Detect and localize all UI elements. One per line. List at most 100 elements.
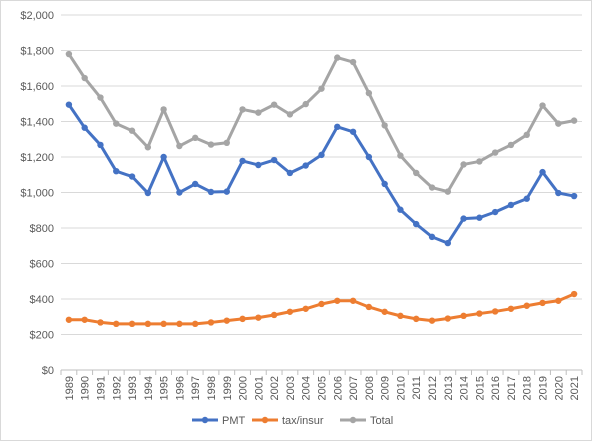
x-tick-label: 1997 xyxy=(190,376,202,400)
data-point xyxy=(476,214,483,221)
data-point xyxy=(570,192,578,200)
y-tick-label: $1,400 xyxy=(20,117,54,129)
x-tick-label: 2010 xyxy=(395,376,407,400)
data-point xyxy=(223,317,230,324)
data-point xyxy=(334,54,341,61)
data-point xyxy=(113,320,120,328)
x-tick-label: 2006 xyxy=(332,376,344,400)
y-tick-label: $1,600 xyxy=(20,81,54,93)
data-point xyxy=(160,106,167,113)
x-tick-label: 2005 xyxy=(317,376,329,400)
x-tick-label: 1999 xyxy=(222,376,234,400)
data-point xyxy=(144,189,152,197)
y-tick-label: $1,800 xyxy=(20,46,54,58)
data-point xyxy=(476,310,483,317)
data-point xyxy=(349,128,357,135)
y-tick-label: $200 xyxy=(30,330,54,342)
x-tick-label: 1994 xyxy=(143,376,155,400)
data-point xyxy=(539,168,546,176)
x-tick-label: 2016 xyxy=(490,376,502,400)
series-1 xyxy=(65,290,578,328)
data-point xyxy=(128,320,136,328)
data-point xyxy=(397,206,404,213)
data-point xyxy=(555,189,562,197)
x-tick-label: 1991 xyxy=(95,376,107,400)
x-tick-label: 2008 xyxy=(364,376,376,400)
data-point xyxy=(286,169,294,177)
x-tick-label: 2011 xyxy=(411,376,423,400)
data-point xyxy=(223,188,230,195)
x-tick-label: 1993 xyxy=(127,376,139,400)
x-tick-label: 2012 xyxy=(427,376,439,400)
data-point xyxy=(428,317,436,324)
data-point xyxy=(255,314,262,321)
legend-marker xyxy=(201,416,209,424)
data-point xyxy=(270,311,278,319)
data-point xyxy=(507,305,515,312)
data-point xyxy=(555,120,562,127)
x-tick-label: 2007 xyxy=(348,376,360,400)
series-line xyxy=(67,52,576,194)
data-point xyxy=(334,123,341,131)
legend-marker xyxy=(349,416,357,424)
x-tick-label: 2013 xyxy=(443,376,455,400)
data-point xyxy=(128,173,136,180)
data-point xyxy=(349,58,357,66)
data-point xyxy=(239,157,246,165)
x-tick-label: 2000 xyxy=(238,376,250,400)
data-point xyxy=(444,188,452,195)
data-point xyxy=(381,180,388,188)
data-point xyxy=(176,320,183,328)
data-point xyxy=(207,319,215,326)
x-tick-label: 2002 xyxy=(269,376,281,400)
x-tick-label: 2021 xyxy=(569,376,581,400)
y-tick-label: $2,000 xyxy=(20,10,54,22)
legend-item-1: tax/insur xyxy=(252,415,324,427)
x-tick-label: 1992 xyxy=(111,376,123,400)
data-point xyxy=(81,316,88,323)
x-tick-label: 2017 xyxy=(506,376,518,400)
data-point xyxy=(160,153,167,161)
data-point xyxy=(255,109,262,116)
data-point xyxy=(81,74,88,82)
x-tick-label: 2009 xyxy=(380,376,392,400)
data-point xyxy=(397,312,404,320)
data-point xyxy=(286,111,294,118)
data-point xyxy=(397,152,404,159)
legend: PMT tax/insur Total xyxy=(192,415,393,427)
data-point xyxy=(318,300,325,308)
x-tick-label: 1996 xyxy=(174,376,186,400)
data-point xyxy=(176,142,183,150)
data-point xyxy=(176,189,183,196)
data-point xyxy=(65,316,73,323)
x-tick-label: 1995 xyxy=(159,376,171,400)
data-point xyxy=(365,303,373,311)
data-point xyxy=(191,180,199,188)
data-point xyxy=(191,134,199,142)
data-point xyxy=(428,184,436,191)
data-point xyxy=(491,208,499,216)
data-point xyxy=(491,308,499,315)
legend-item-2: Total xyxy=(340,415,393,427)
x-tick-label: 1989 xyxy=(64,376,76,400)
data-point xyxy=(507,201,515,209)
data-point xyxy=(113,120,120,127)
data-point xyxy=(381,308,388,315)
x-tick-label: 2014 xyxy=(459,376,471,400)
legend-marker xyxy=(261,416,269,424)
legend-item-0: PMT xyxy=(192,415,246,427)
y-tick-label: $600 xyxy=(30,259,54,271)
legend-label: tax/insur xyxy=(282,415,324,427)
series-lines xyxy=(65,50,578,328)
data-point xyxy=(144,144,152,151)
x-tick-label: 2004 xyxy=(301,376,313,400)
data-point xyxy=(413,220,420,228)
data-point xyxy=(144,320,152,328)
y-tick-label: $800 xyxy=(30,223,54,235)
data-point xyxy=(191,320,199,328)
data-point xyxy=(539,102,546,109)
gridlines xyxy=(61,14,582,335)
data-point xyxy=(365,153,373,161)
data-point xyxy=(65,50,73,58)
